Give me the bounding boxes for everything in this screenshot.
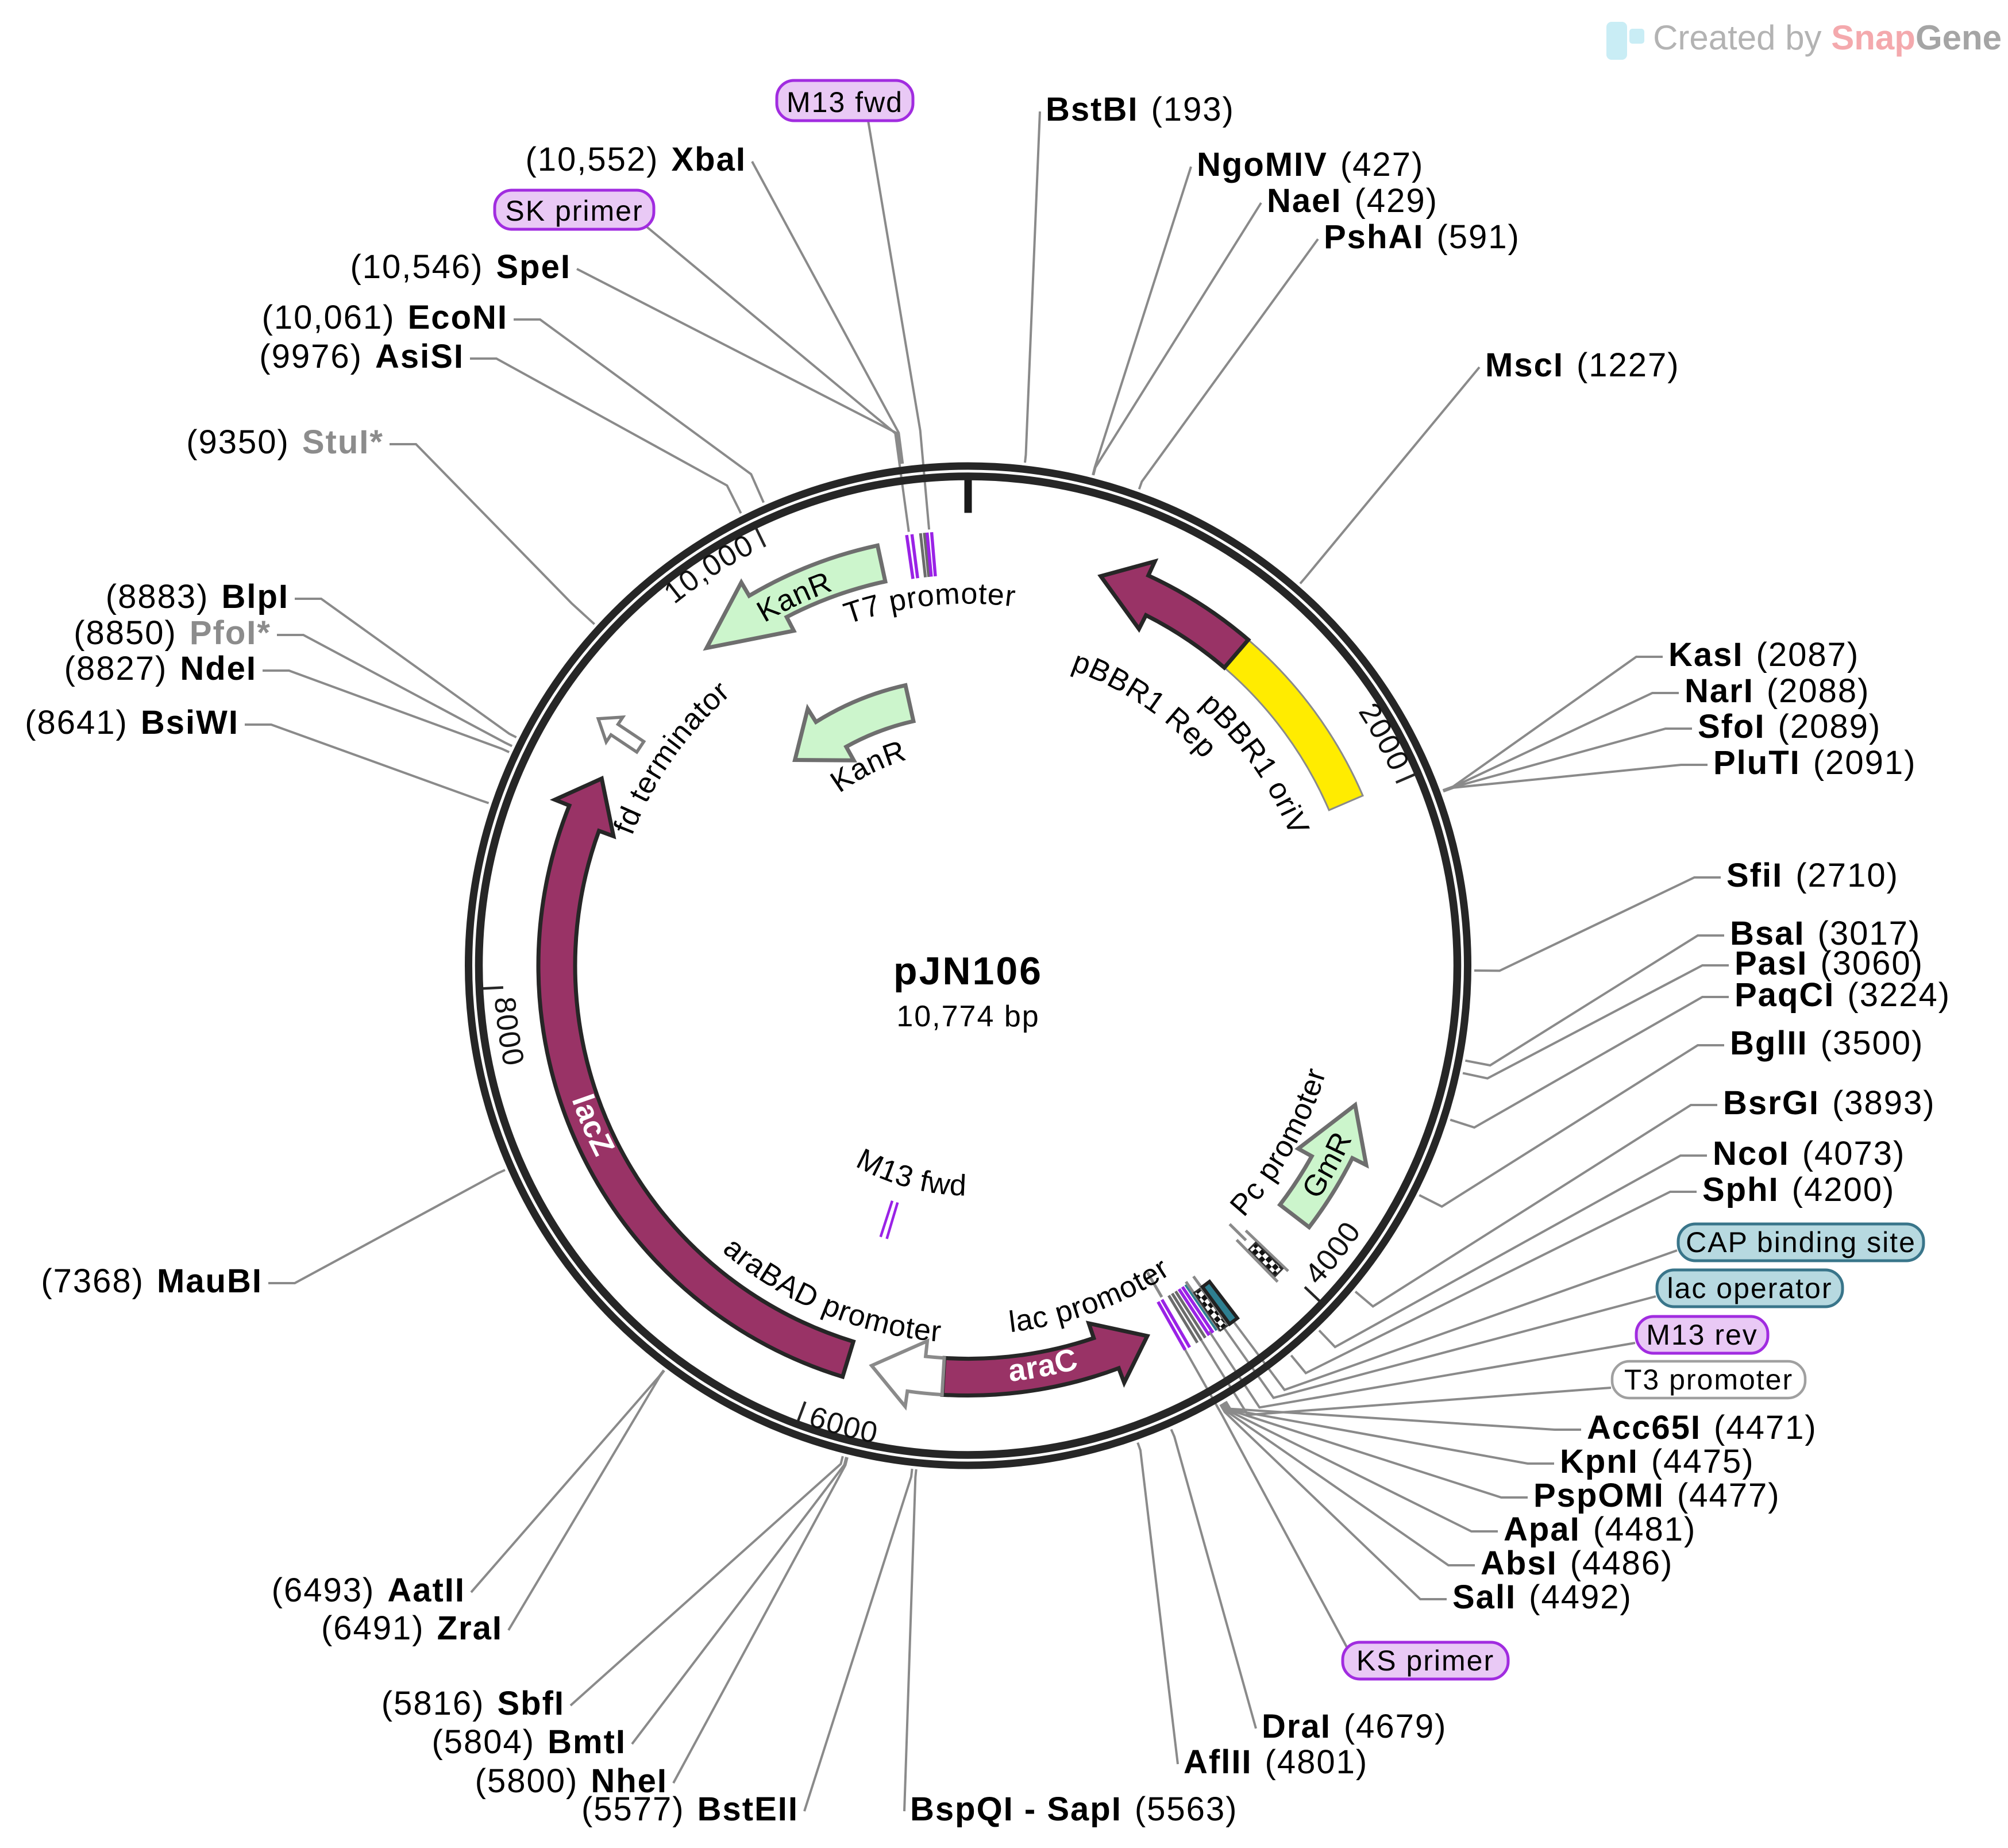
svg-text:Acc65I(4471): Acc65I (4471) [1587, 1409, 1817, 1446]
svg-text:AflII(4801): AflII (4801) [1184, 1743, 1368, 1781]
svg-text:(5800)NheI: (5800) NheI [475, 1762, 668, 1800]
svg-text:(7368)MauBI: (7368) MauBI [41, 1262, 263, 1300]
svg-text:(8641)BsiWI: (8641) BsiWI [25, 704, 239, 741]
svg-text:PluTI(2091): PluTI (2091) [1713, 744, 1916, 781]
svg-text:BsaI(3017): BsaI (3017) [1730, 915, 1921, 952]
svg-text:(6491)ZraI: (6491) ZraI [321, 1610, 503, 1647]
svg-text:NcoI(4073): NcoI (4073) [1713, 1135, 1905, 1172]
svg-text:ApaI(4481): ApaI (4481) [1504, 1511, 1696, 1548]
svg-text:lac operator: lac operator [1667, 1272, 1832, 1304]
svg-text:(8850)PfoI*: (8850) PfoI* [74, 614, 271, 652]
svg-text:MscI(1227): MscI (1227) [1485, 346, 1680, 384]
svg-text:DraI(4679): DraI (4679) [1262, 1708, 1447, 1745]
svg-text:BglII(3500): BglII (3500) [1730, 1025, 1924, 1062]
svg-text:BsrGI(3893): BsrGI (3893) [1723, 1084, 1936, 1122]
svg-text:(10,552)XbaI: (10,552) XbaI [525, 141, 746, 178]
svg-text:NarI(2088): NarI (2088) [1685, 672, 1870, 710]
svg-text:pJN106: pJN106 [893, 949, 1043, 993]
svg-text:KpnI(4475): KpnI (4475) [1560, 1443, 1755, 1480]
svg-text:AbsI(4486): AbsI (4486) [1481, 1545, 1673, 1582]
svg-text:KasI(2087): KasI (2087) [1668, 636, 1859, 673]
svg-text:BspQI - SapI(5563): BspQI - SapI (5563) [910, 1791, 1238, 1828]
svg-text:(5577)BstEII: (5577) BstEII [581, 1791, 799, 1828]
svg-text:PshAI(591): PshAI (591) [1324, 218, 1520, 256]
svg-text:PaqCI(3224): PaqCI (3224) [1735, 976, 1951, 1014]
svg-text:SfiI(2710): SfiI (2710) [1726, 857, 1899, 894]
svg-text:PspOMI(4477): PspOMI (4477) [1533, 1477, 1780, 1514]
svg-text:KS primer: KS primer [1356, 1645, 1494, 1677]
svg-text:(5816)SbfI: (5816) SbfI [381, 1685, 565, 1722]
svg-text:SphI(4200): SphI (4200) [1702, 1171, 1895, 1208]
svg-text:BstBI(193): BstBI (193) [1046, 91, 1235, 128]
svg-text:(10,061)EcoNI: (10,061) EcoNI [262, 299, 508, 336]
svg-text:(8827)NdeI: (8827) NdeI [64, 650, 257, 687]
svg-text:(6493)AatII: (6493) AatII [272, 1572, 465, 1609]
svg-text:(5804)BmtI: (5804) BmtI [431, 1723, 626, 1761]
svg-text:(9976)AsiSI: (9976) AsiSI [259, 338, 464, 375]
svg-text:Created by SnapGene: Created by SnapGene [1653, 18, 2002, 57]
svg-text:10,774 bp: 10,774 bp [896, 1000, 1039, 1033]
svg-text:CAP binding site: CAP binding site [1686, 1226, 1916, 1258]
svg-text:NaeI(429): NaeI (429) [1267, 182, 1438, 220]
svg-text:SalI(4492): SalI (4492) [1452, 1578, 1632, 1616]
svg-text:(10,546)SpeI: (10,546) SpeI [350, 248, 571, 286]
svg-text:PasI(3060): PasI (3060) [1735, 945, 1924, 982]
svg-text:SK primer: SK primer [505, 195, 643, 227]
svg-text:(9350)StuI*: (9350) StuI* [186, 424, 384, 461]
svg-text:(8883)BlpI: (8883) BlpI [106, 578, 289, 615]
svg-text:SfoI(2089): SfoI (2089) [1698, 708, 1881, 745]
svg-text:NgoMIV(427): NgoMIV (427) [1197, 146, 1424, 183]
svg-text:T3 promoter: T3 promoter [1624, 1364, 1793, 1396]
svg-text:M13 fwd: M13 fwd [787, 86, 903, 118]
svg-text:M13 rev: M13 rev [1646, 1319, 1758, 1351]
